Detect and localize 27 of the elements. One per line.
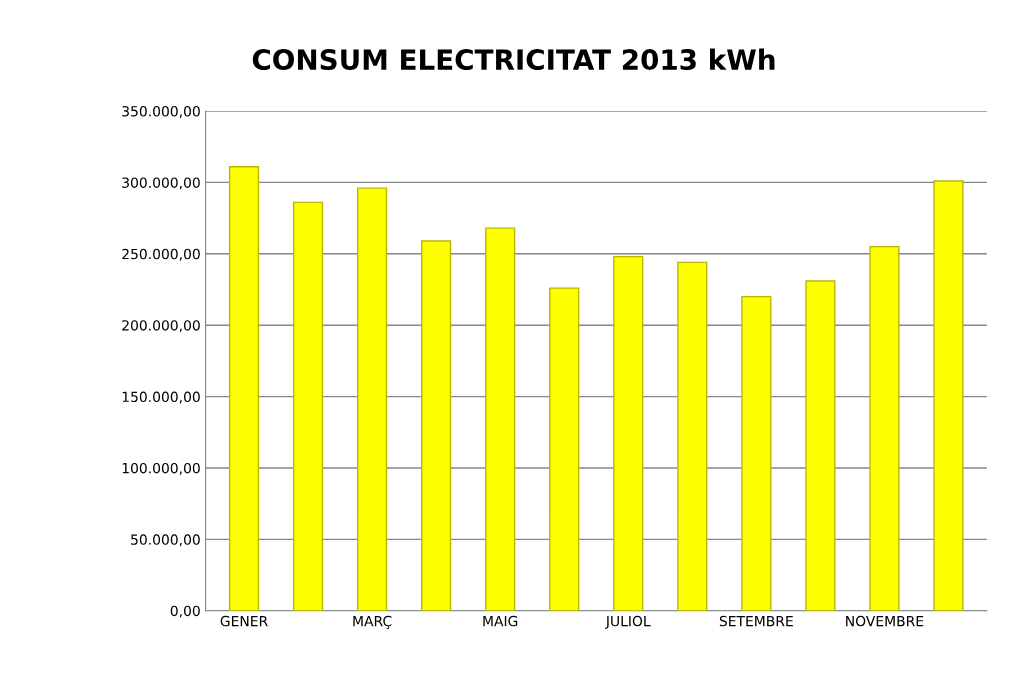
y-tick-label: 300.000,00 bbox=[122, 177, 200, 190]
x-tick-label: MARÇ bbox=[353, 615, 392, 629]
bar bbox=[933, 180, 964, 611]
bar bbox=[613, 255, 644, 611]
x-tick-label: NOVEMBRE bbox=[846, 615, 924, 627]
bar bbox=[677, 261, 708, 611]
x-tick-label: GENER bbox=[220, 615, 268, 627]
x-tick-label: JULIOL bbox=[605, 615, 651, 629]
x-tick-label: SETEMBRE bbox=[719, 615, 793, 627]
bar bbox=[356, 187, 388, 611]
x-tick-label: MAIG bbox=[483, 615, 518, 627]
y-tick-label: 150.000,00 bbox=[122, 391, 200, 404]
bar bbox=[805, 280, 836, 611]
y-tick-label: 100.000,00 bbox=[122, 462, 200, 475]
bar bbox=[421, 240, 452, 611]
y-tick-label: 350.000,00 bbox=[122, 106, 200, 118]
y-tick-label: 50.000,00 bbox=[131, 534, 200, 547]
bar bbox=[292, 201, 324, 611]
y-tick-label: 0,00 bbox=[170, 605, 200, 618]
bar bbox=[228, 166, 260, 611]
bar bbox=[549, 287, 580, 611]
bar bbox=[485, 227, 516, 611]
bar bbox=[869, 245, 900, 611]
y-tick-label: 200.000,00 bbox=[122, 320, 200, 333]
chart-title: CONSUM ELECTRICITAT 2013 kWh bbox=[252, 48, 775, 71]
bar bbox=[741, 295, 772, 611]
y-tick-label: 250.000,00 bbox=[122, 248, 200, 261]
